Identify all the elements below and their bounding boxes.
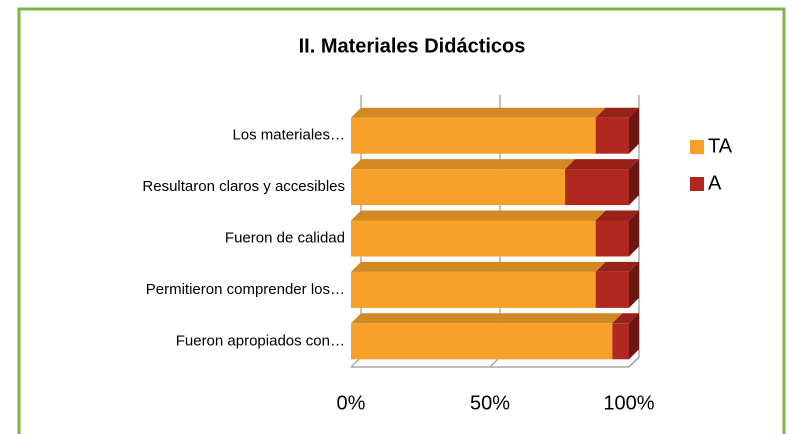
floor-line [351, 356, 640, 368]
legend-label: A [708, 172, 722, 194]
bar-top [595, 261, 639, 272]
y-tick-label: Fueron de calidad [225, 229, 345, 246]
bar [595, 271, 629, 308]
y-tick-label: Permitieron comprender los… [146, 281, 345, 298]
bar-top [595, 210, 639, 221]
bar-top [351, 313, 623, 324]
chart-title: II. Materiales Didácticos [299, 35, 526, 57]
bar [595, 117, 629, 154]
bar-top [595, 107, 639, 118]
y-tick-label: Fueron apropiados con… [176, 332, 345, 349]
x-tick-label: 50% [470, 392, 510, 414]
bar-side [629, 313, 639, 360]
legend-swatch [690, 177, 704, 191]
bar-top [351, 210, 606, 221]
bar [351, 271, 596, 308]
y-tick-label: Resultaron claros y accesibles [142, 178, 345, 195]
legend-swatch [690, 140, 704, 154]
bar [351, 117, 596, 154]
bar-top [351, 107, 606, 118]
bar-side [629, 159, 639, 206]
bar [351, 169, 566, 206]
legend-label: TA [708, 135, 733, 157]
bar [612, 323, 629, 360]
x-tick-label: 100% [603, 392, 654, 414]
bar [565, 169, 629, 206]
bar-side [629, 107, 639, 154]
bar-side [629, 261, 639, 308]
bar-top [351, 159, 576, 170]
y-tick-label: Los materiales… [232, 127, 345, 144]
bar [595, 220, 629, 257]
bar-side [629, 210, 639, 257]
bar-top [565, 159, 639, 170]
bar-top [612, 313, 639, 324]
bar [351, 220, 596, 257]
bar [351, 323, 613, 360]
bar-top [351, 261, 606, 272]
x-tick-label: 0% [337, 392, 366, 414]
